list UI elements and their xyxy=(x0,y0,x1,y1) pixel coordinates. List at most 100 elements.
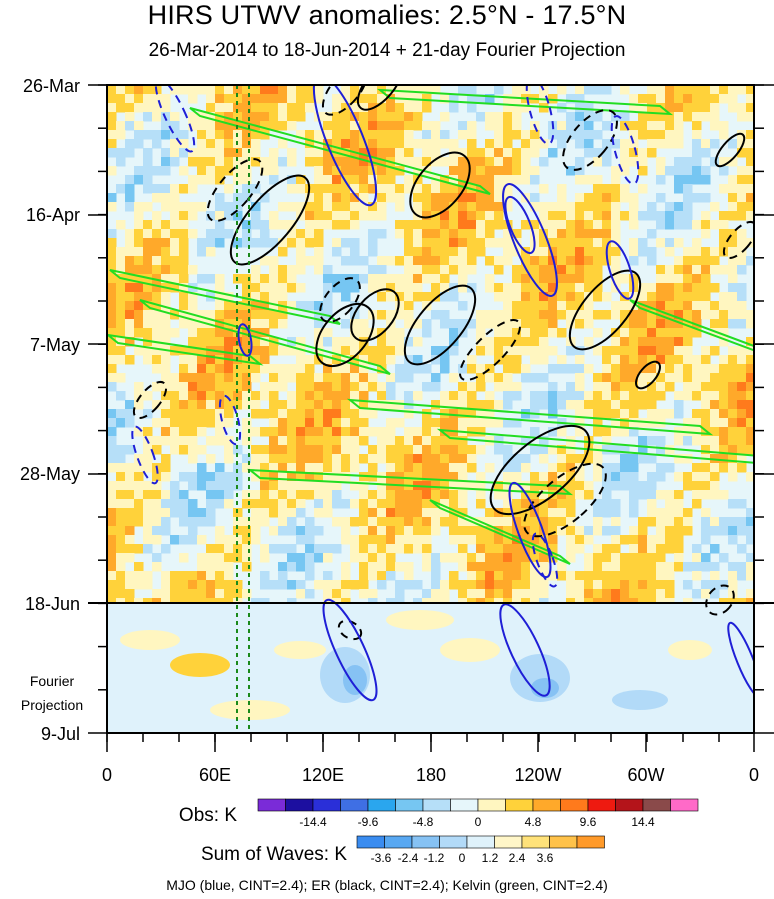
obs-cell-47 xyxy=(656,85,666,95)
obs-cell-2576 xyxy=(314,508,324,518)
obs-cell-1271 xyxy=(701,292,711,302)
obs-cell-1379 xyxy=(674,310,684,320)
obs-cell-2503 xyxy=(125,499,135,509)
obs-cell-2323 xyxy=(692,463,702,473)
obs-cell-2640 xyxy=(431,517,441,527)
obs-cell-63 xyxy=(152,94,162,104)
obs-cell-3022 xyxy=(476,580,486,590)
obs-cell-953 xyxy=(728,238,738,248)
obs-cell-319 xyxy=(584,130,594,140)
obs-cell-2444 xyxy=(107,490,117,500)
obs-cell-10 xyxy=(206,85,216,95)
obs-cell-2793 xyxy=(278,544,288,554)
obs-cell-261 xyxy=(557,121,567,131)
obs-cell-1489 xyxy=(665,328,675,338)
obs-cell-330 xyxy=(746,130,754,140)
obs-cell-1745 xyxy=(395,373,405,383)
obs-cell-2736 xyxy=(197,535,207,545)
obs-cell-3037 xyxy=(629,580,639,590)
obs-cell-1453 xyxy=(188,328,198,338)
obs-cell-392 xyxy=(179,148,189,158)
obs-cell-1565 xyxy=(287,346,297,356)
obs-cell-916 xyxy=(296,238,306,248)
obs-cell-2978 xyxy=(629,571,639,581)
obs-cell-1995 xyxy=(656,409,666,419)
obs-cell-525 xyxy=(485,166,495,176)
obs-cell-2631 xyxy=(350,517,360,527)
obs-cell-450 xyxy=(251,157,261,167)
obs-cell-466 xyxy=(404,157,414,167)
obs-cell-3147 xyxy=(656,598,666,603)
obs-cell-2934 xyxy=(746,562,754,572)
obs-cell-453 xyxy=(278,157,288,167)
obs-cell-447 xyxy=(224,157,234,167)
obs-cell-589 xyxy=(728,175,738,185)
obs-cell-2550 xyxy=(629,499,639,509)
obs-cell-633 xyxy=(620,184,630,194)
obs-cell-1013 xyxy=(170,256,180,266)
obs-cell-1507 xyxy=(242,337,252,347)
obs-cell-2293 xyxy=(323,463,333,473)
obs-cell-2671 xyxy=(116,526,126,536)
obs-cell-57 xyxy=(746,85,754,95)
obs-cell-2262 xyxy=(593,454,603,464)
obs-cell-898 xyxy=(107,238,117,248)
er-contour-13 xyxy=(562,109,618,171)
obs-cell-2892 xyxy=(242,562,252,572)
obs-cell-73 xyxy=(269,94,279,104)
obs-cell-1392 xyxy=(143,319,153,329)
obs-cell-1032 xyxy=(458,256,468,266)
obs-cell-381 xyxy=(701,139,711,149)
obs-cell-2924 xyxy=(647,562,657,572)
obs-cell-835 xyxy=(566,220,576,230)
obs-cell-1757 xyxy=(593,373,603,383)
obs-cell-122 xyxy=(161,103,171,113)
obs-cell-947 xyxy=(638,238,648,248)
obs-cell-726 xyxy=(539,202,549,212)
obs-cell-1653 xyxy=(674,355,684,365)
obs-cell-2073 xyxy=(287,427,297,437)
obs-cell-1665 xyxy=(188,364,198,374)
obs-cell-1840 xyxy=(224,391,234,401)
obs-cell-2219 xyxy=(746,445,754,455)
obs-cell-2869 xyxy=(566,553,576,563)
obs-cell-1043 xyxy=(575,256,585,266)
obs-cell-1555 xyxy=(197,346,207,356)
obs-cell-1766 xyxy=(674,373,684,383)
obs-cell-2679 xyxy=(242,526,252,536)
obs-cell-2517 xyxy=(269,499,279,509)
obs-cell-1932 xyxy=(557,400,567,410)
obs-cell-2178 xyxy=(287,445,297,455)
obs-cell-786 xyxy=(638,211,648,221)
obs-cell-939 xyxy=(557,238,567,248)
obs-cell-2536 xyxy=(449,499,459,509)
obs-cell-2445 xyxy=(116,490,126,500)
obs-cell-577 xyxy=(512,175,522,185)
obs-colorbar-label-1: -9.6 xyxy=(358,815,379,829)
obs-cell-1580 xyxy=(485,346,495,356)
obs-cell-2518 xyxy=(278,499,288,509)
obs-cell-777 xyxy=(557,211,567,221)
obs-cell-137 xyxy=(350,103,360,113)
obs-cell-1612 xyxy=(179,355,189,365)
obs-cell-1341 xyxy=(233,310,243,320)
obs-cell-1372 xyxy=(611,310,621,320)
obs-cell-3105 xyxy=(161,598,171,603)
obs-cell-2122 xyxy=(242,436,252,446)
obs-cell-554 xyxy=(269,175,279,185)
obs-cell-641 xyxy=(107,193,117,203)
obs-cell-787 xyxy=(647,211,657,221)
obs-cell-1718 xyxy=(746,364,754,374)
obs-cell-2975 xyxy=(602,571,612,581)
obs-cell-2501 xyxy=(107,499,117,509)
obs-cell-2752 xyxy=(413,535,423,545)
obs-cell-2102 xyxy=(629,427,639,437)
obs-cell-1805 xyxy=(467,382,477,392)
obs-cell-700 xyxy=(251,202,261,212)
obs-cell-710 xyxy=(359,202,369,212)
obs-cell-2296 xyxy=(350,463,360,473)
obs-cell-2169 xyxy=(179,445,189,455)
obs-cell-2681 xyxy=(269,526,279,536)
obs-cell-2659 xyxy=(647,517,657,527)
obs-cell-1044 xyxy=(584,256,594,266)
